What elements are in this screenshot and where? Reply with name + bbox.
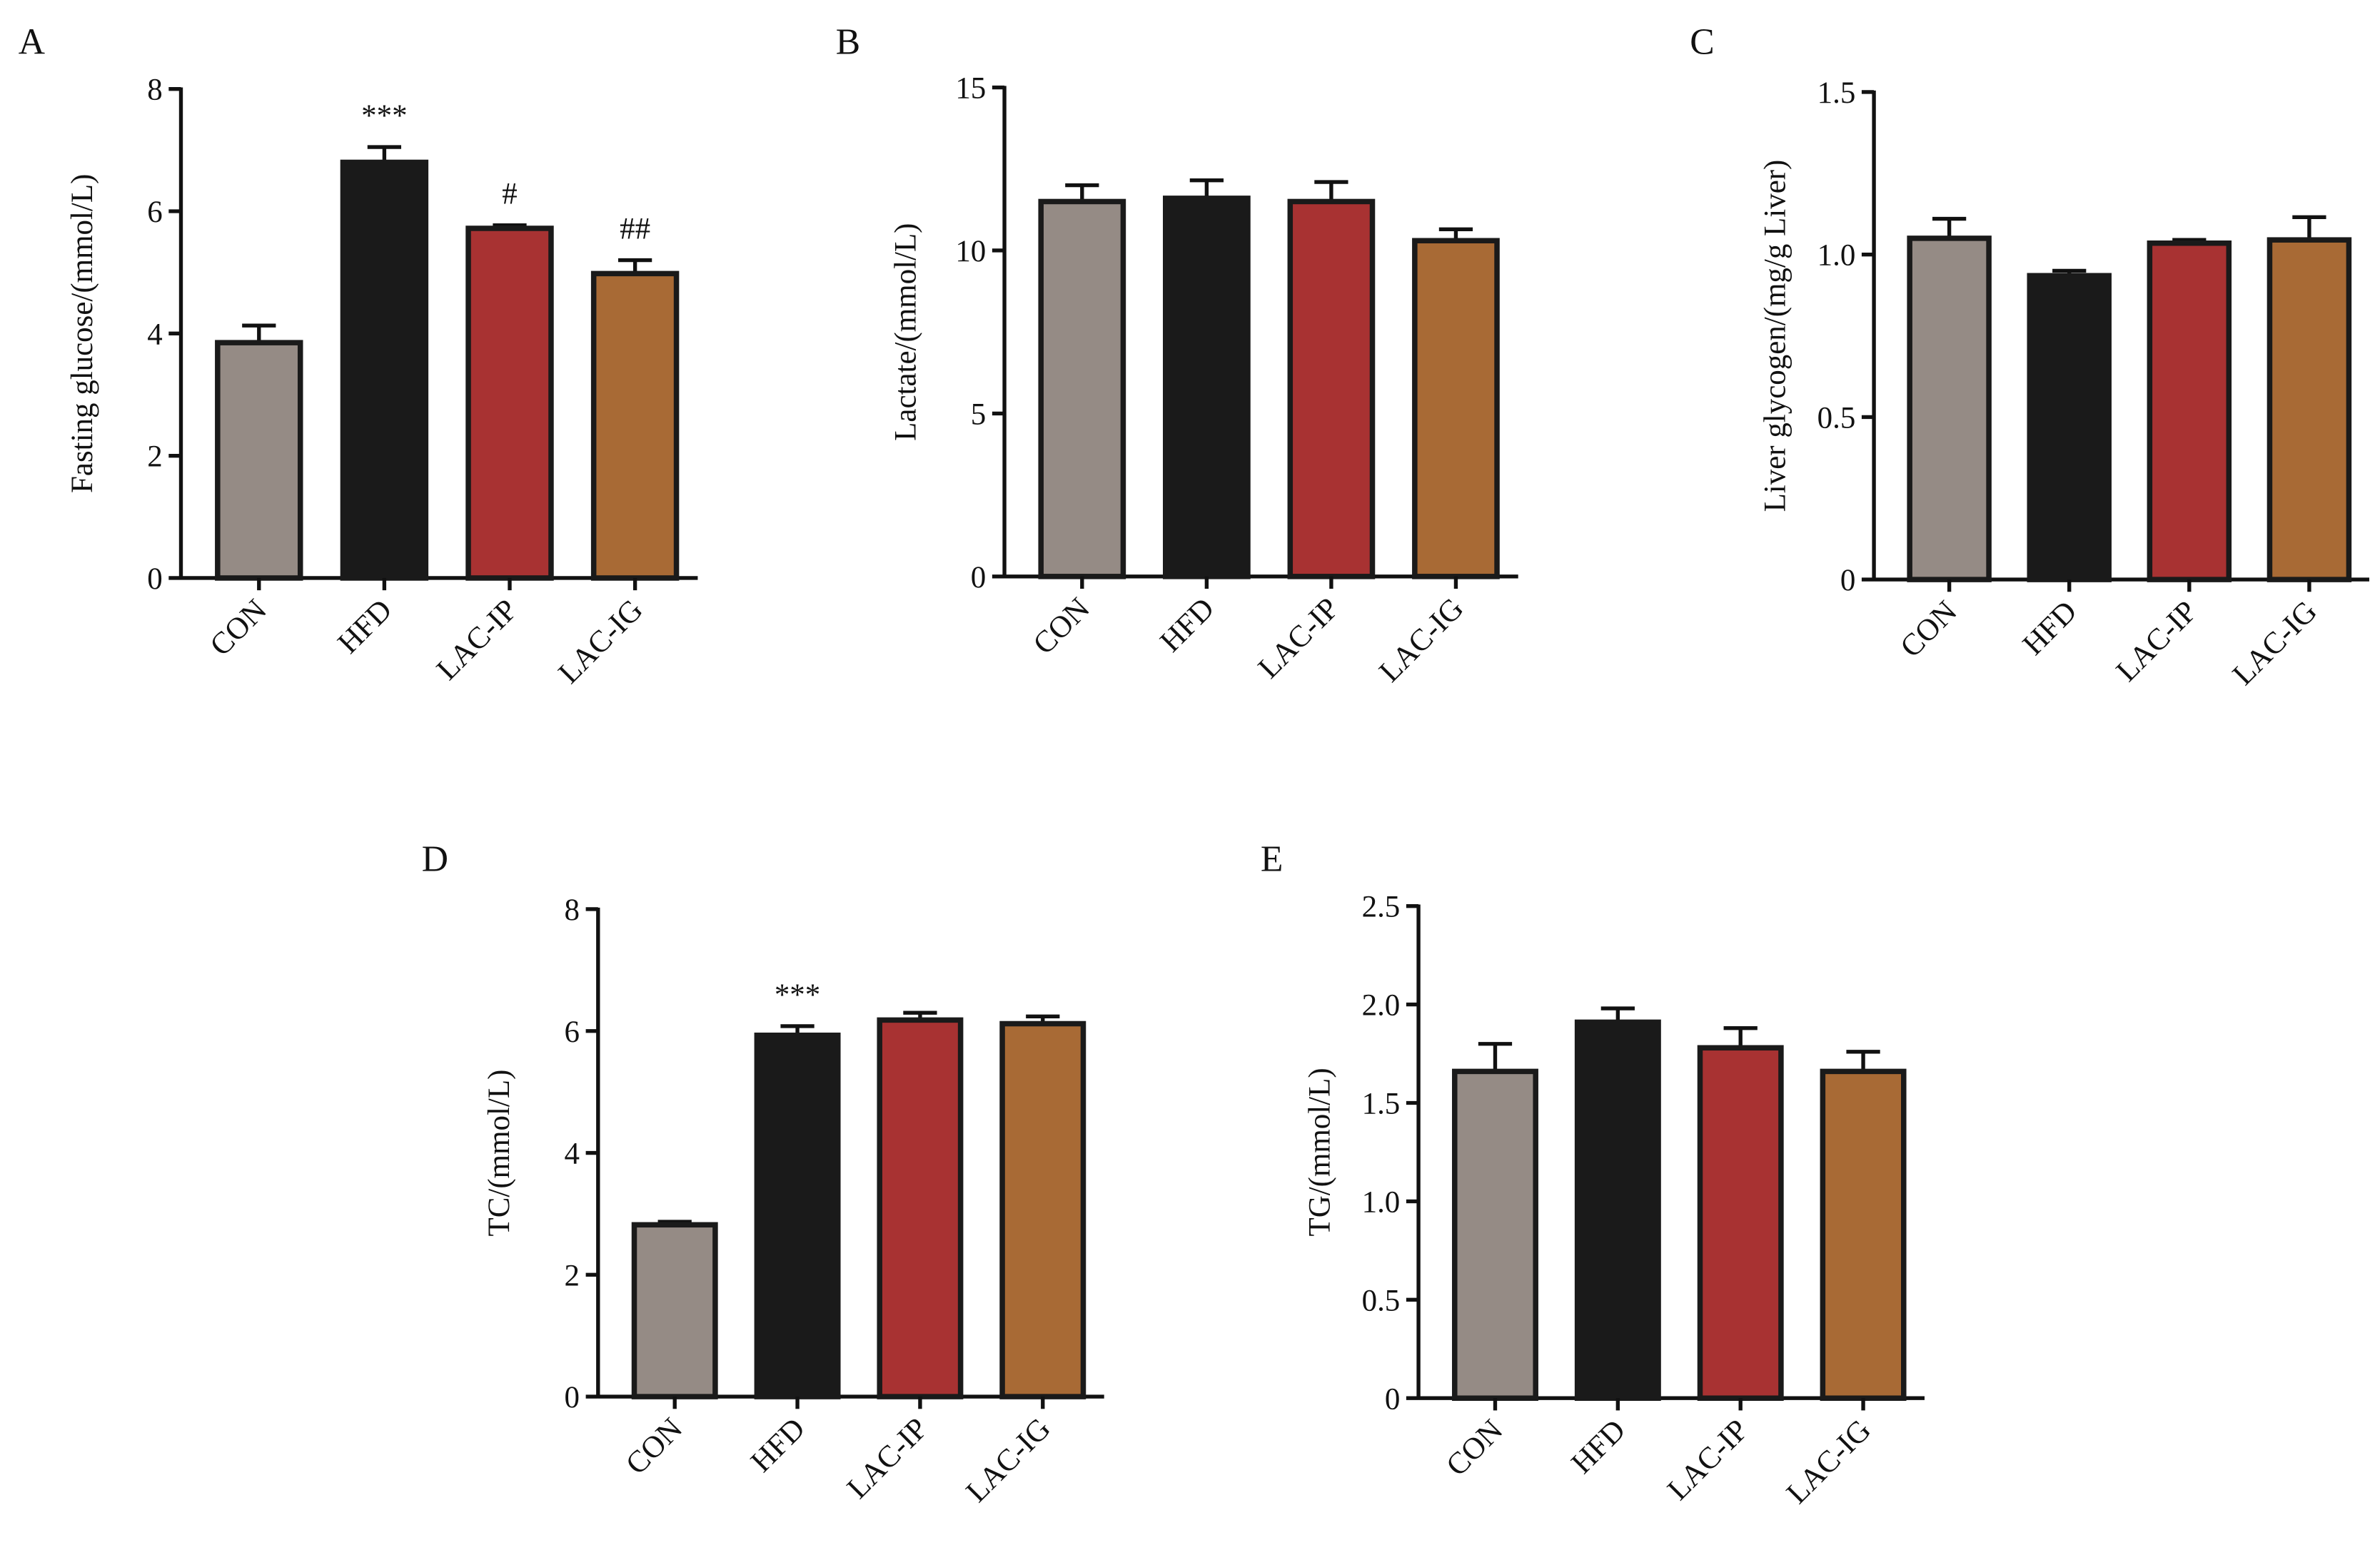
bar <box>1697 1045 1784 1402</box>
y-tick-label: 8 <box>147 74 162 107</box>
x-tick-label: LAC-IP <box>1661 1413 1755 1506</box>
y-tick-label: 2 <box>147 440 162 474</box>
bar <box>1038 198 1126 579</box>
x-tick-label: LAC-IP <box>2110 594 2204 688</box>
significance-label: *** <box>361 99 407 133</box>
y-tick-label: 2.0 <box>1362 989 1401 1023</box>
panel-label: C <box>1690 21 1714 62</box>
bar <box>1907 235 1992 582</box>
bar <box>1163 196 1251 579</box>
y-tick-label: 4 <box>147 318 162 351</box>
bar <box>754 1032 841 1399</box>
x-tick-label: HFD <box>2017 594 2084 662</box>
x-tick-label: LAC-IG <box>552 593 649 690</box>
panel-label: E <box>1261 839 1284 879</box>
y-tick-label: 6 <box>565 1015 580 1049</box>
bar <box>631 1222 718 1399</box>
y-tick-label: 2 <box>565 1259 580 1292</box>
y-tick-label: 10 <box>955 235 986 268</box>
bar <box>1287 198 1376 579</box>
x-tick-label: HFD <box>745 1412 812 1479</box>
x-tick-label: CON <box>203 593 273 662</box>
y-tick-label: 15 <box>955 72 986 106</box>
x-tick-label: CON <box>1440 1413 1509 1482</box>
bar <box>590 270 680 581</box>
bar <box>465 226 554 581</box>
bar <box>1452 1068 1538 1402</box>
y-tick-label: 8 <box>565 893 580 927</box>
y-tick-label: 0 <box>1385 1382 1400 1416</box>
x-tick-label: CON <box>1027 592 1096 661</box>
panel-label: B <box>836 21 860 62</box>
bar <box>340 159 429 581</box>
bar <box>215 340 303 581</box>
bar <box>1412 238 1500 579</box>
y-tick-label: 0 <box>565 1381 580 1414</box>
y-axis-label: TG/(mmol/L) <box>1303 1068 1336 1236</box>
y-tick-label: 4 <box>565 1138 580 1171</box>
x-tick-label: LAC-IG <box>960 1412 1057 1509</box>
x-tick-label: LAC-IP <box>841 1412 934 1505</box>
x-tick-label: LAC-IP <box>1252 592 1346 685</box>
panel-label: A <box>19 21 45 62</box>
y-tick-label: 0.5 <box>1362 1284 1401 1317</box>
panel-label: D <box>422 839 448 879</box>
bar <box>2147 240 2232 582</box>
y-tick-label: 5 <box>971 397 986 431</box>
y-tick-label: 1.5 <box>1362 1088 1401 1121</box>
y-tick-label: 1.5 <box>1817 76 1856 110</box>
x-tick-label: HFD <box>1565 1413 1632 1480</box>
y-tick-label: 0 <box>1840 564 1855 597</box>
y-axis-label: Liver glycogen/(mg/g Liver) <box>1759 160 1792 512</box>
bar <box>1574 1019 1661 1402</box>
bar <box>999 1020 1086 1399</box>
y-tick-label: 6 <box>147 196 162 229</box>
x-tick-label: LAC-IG <box>2227 594 2324 692</box>
y-tick-label: 1.0 <box>1817 239 1856 273</box>
x-tick-label: CON <box>1894 594 1963 664</box>
y-tick-label: 1.0 <box>1362 1185 1401 1219</box>
x-tick-label: HFD <box>1154 592 1221 659</box>
significance-label: ## <box>620 212 650 245</box>
bar <box>2027 273 2112 582</box>
y-tick-label: 0.5 <box>1817 401 1856 435</box>
bar <box>2266 237 2352 582</box>
bar <box>877 1017 964 1399</box>
x-tick-label: CON <box>620 1412 689 1481</box>
y-axis-label: Fasting glucose/(mmol/L) <box>66 174 99 493</box>
significance-label: *** <box>775 978 820 1012</box>
y-tick-label: 0 <box>971 561 986 594</box>
bar <box>1820 1068 1907 1402</box>
x-tick-label: HFD <box>331 593 398 660</box>
y-axis-label: TC/(mmol/L) <box>483 1070 516 1237</box>
y-tick-label: 2.5 <box>1362 891 1401 924</box>
y-axis-label: Lactate/(mmol/L) <box>889 223 922 441</box>
x-tick-label: LAC-IP <box>430 593 524 687</box>
x-tick-label: LAC-IG <box>1780 1413 1877 1510</box>
y-tick-label: 0 <box>147 562 162 596</box>
significance-label: # <box>502 178 517 211</box>
x-tick-label: LAC-IG <box>1373 592 1470 689</box>
